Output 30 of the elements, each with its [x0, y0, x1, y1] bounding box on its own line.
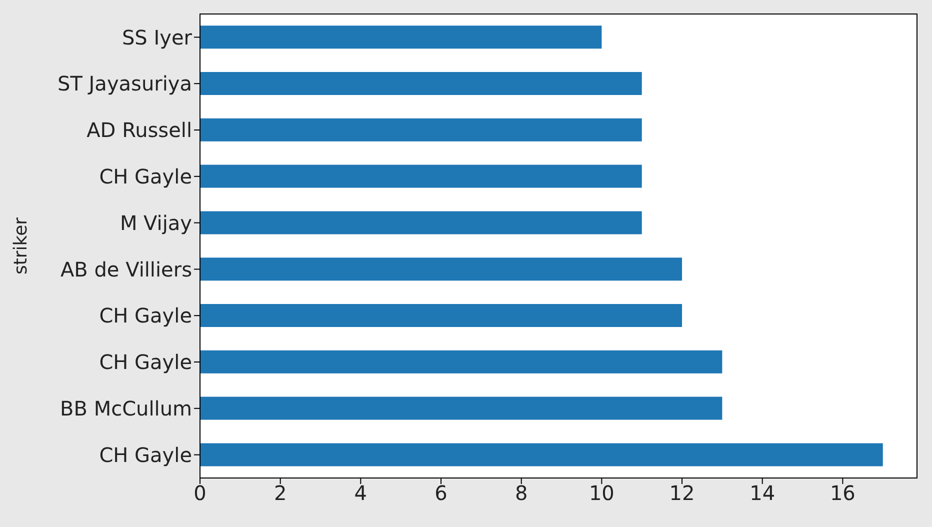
bar — [200, 304, 682, 327]
x-tick-label: 6 — [434, 481, 448, 506]
y-tick-label: BB McCullum — [60, 396, 192, 420]
y-tick-label: AB de Villiers — [60, 257, 192, 282]
y-axis-title: striker — [10, 216, 32, 275]
y-tick-label: AD Russell — [86, 118, 192, 142]
bar — [200, 26, 602, 49]
bar — [200, 72, 642, 95]
bar — [200, 350, 722, 374]
bar — [200, 211, 642, 234]
bar — [200, 396, 722, 420]
x-tick-label: 4 — [354, 481, 368, 506]
bar — [200, 258, 682, 281]
bar — [200, 164, 642, 188]
x-tick-label: 0 — [194, 481, 206, 506]
y-tick-label: CH Gayle — [99, 164, 192, 188]
x-tick-label: 10 — [588, 481, 614, 506]
x-tick-label: 12 — [669, 481, 695, 506]
x-tick-label: 8 — [514, 481, 528, 506]
y-tick-label: CH Gayle — [99, 304, 192, 328]
x-tick-label: 16 — [830, 481, 856, 506]
x-tick-label: 2 — [274, 481, 287, 506]
x-tick-label: 14 — [750, 481, 776, 506]
bar — [200, 118, 642, 142]
y-tick-label: CH Gayle — [99, 350, 192, 374]
y-tick-label: ST Jayasuriya — [58, 72, 192, 96]
y-tick-label: CH Gayle — [99, 442, 192, 467]
y-tick-label: M Vijay — [120, 210, 192, 235]
y-tick-label: SS Iyer — [122, 25, 193, 50]
bar — [200, 443, 883, 466]
